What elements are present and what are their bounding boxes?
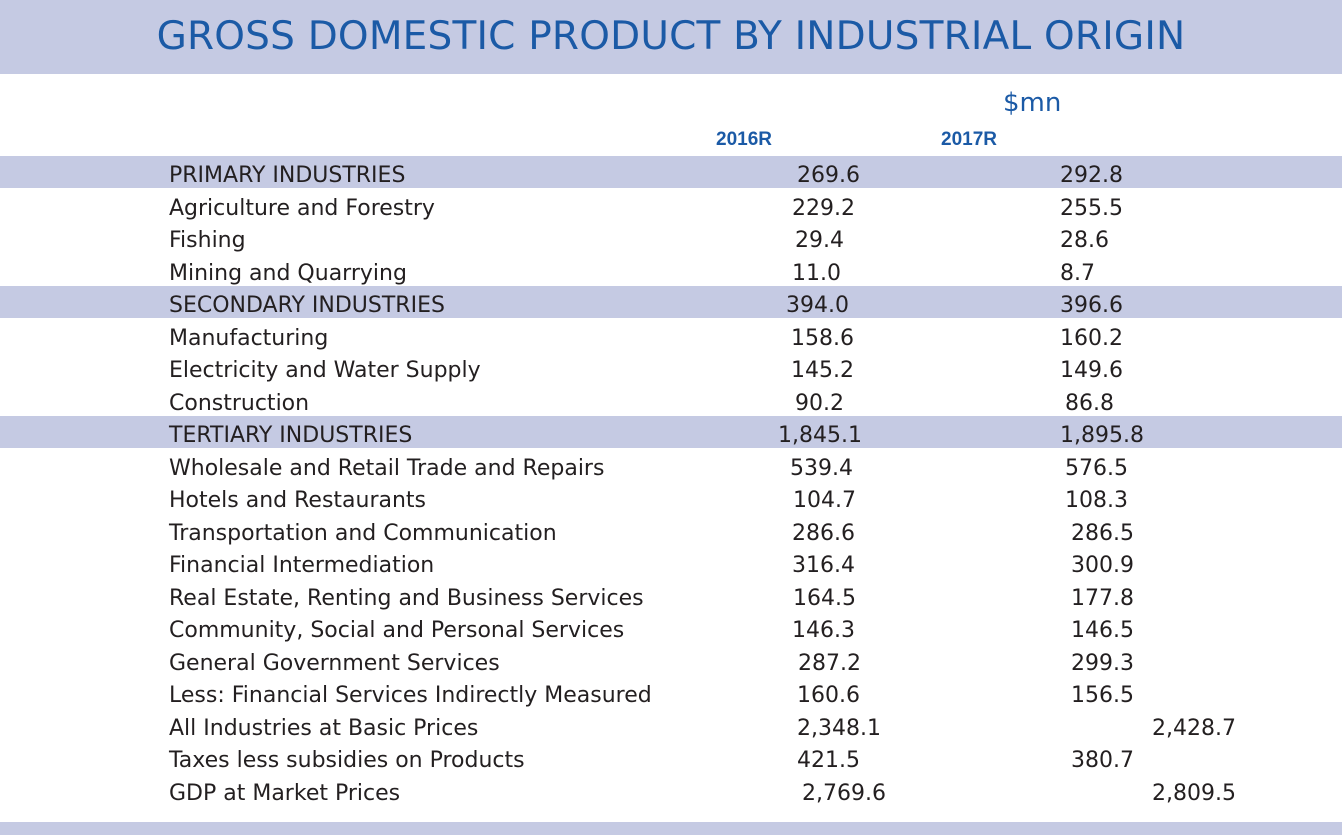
- row-label: Agriculture and Forestry: [169, 196, 435, 221]
- value-2017: 156.5: [1071, 683, 1134, 708]
- value-2016: 29.4: [795, 228, 844, 253]
- value-2016: 269.6: [797, 163, 860, 188]
- row-label: SECONDARY INDUSTRIES: [169, 293, 445, 318]
- value-2016: 287.2: [798, 651, 861, 676]
- value-2017: 292.8: [1060, 163, 1123, 188]
- table-row: TERTIARY INDUSTRIES 1,845.1 1,895.8: [0, 419, 1342, 451]
- value-2017: 86.8: [1065, 391, 1114, 416]
- table-row: Financial Intermediation 316.4 300.9: [0, 549, 1342, 581]
- bottom-band: [0, 822, 1342, 835]
- value-2017: 2,428.7: [1152, 716, 1236, 741]
- value-2017: 8.7: [1060, 261, 1095, 286]
- value-2016: 1,845.1: [778, 423, 862, 448]
- table-row: SECONDARY INDUSTRIES 394.0 396.6: [0, 289, 1342, 321]
- value-2016: 2,348.1: [797, 716, 881, 741]
- row-label: Electricity and Water Supply: [169, 358, 481, 383]
- row-label: General Government Services: [169, 651, 500, 676]
- table-row: All Industries at Basic Prices 2,348.1 2,4…: [0, 712, 1342, 744]
- table-row: Mining and Quarrying 11.0 8.7: [0, 257, 1342, 289]
- value-2016: 286.6: [792, 521, 855, 546]
- row-label: GDP at Market Prices: [169, 781, 401, 806]
- row-label: Fishing: [169, 228, 246, 253]
- table-row: Fishing 29.4 28.6: [0, 224, 1342, 256]
- value-2017: 300.9: [1071, 553, 1134, 578]
- table-row: GDP at Market Prices 2,769.6 2,809.5: [0, 777, 1342, 809]
- value-2016: 104.7: [793, 488, 856, 513]
- unit-label: $mn: [1003, 88, 1062, 118]
- table-row: Real Estate, Renting and Business Servic…: [0, 582, 1342, 614]
- table-row: PRIMARY INDUSTRIES 269.6 292.8: [0, 159, 1342, 191]
- row-label: All Industries at Basic Prices: [169, 716, 479, 741]
- row-label: PRIMARY INDUSTRIES: [169, 163, 406, 188]
- value-2016: 394.0: [786, 293, 849, 318]
- value-2016: 2,769.6: [802, 781, 886, 806]
- table-row: Electricity and Water Supply 145.2 149.6: [0, 354, 1342, 386]
- value-2016: 158.6: [791, 326, 854, 351]
- row-label: Wholesale and Retail Trade and Repairs: [169, 456, 605, 481]
- value-2016: 90.2: [795, 391, 844, 416]
- row-label: TERTIARY INDUSTRIES: [169, 423, 413, 448]
- table-row: Construction 90.2 86.8: [0, 387, 1342, 419]
- row-label: Manufacturing: [169, 326, 329, 351]
- value-2016: 229.2: [792, 196, 855, 221]
- value-2017: 28.6: [1060, 228, 1109, 253]
- section-band: [0, 286, 1342, 318]
- value-2017: 149.6: [1060, 358, 1123, 383]
- value-2017: 1,895.8: [1060, 423, 1144, 448]
- value-2016: 164.5: [793, 586, 856, 611]
- value-2017: 576.5: [1065, 456, 1128, 481]
- section-band: [0, 156, 1342, 188]
- row-label: Mining and Quarrying: [169, 261, 407, 286]
- table-row: General Government Services 287.2 299.3: [0, 647, 1342, 679]
- value-2017: 177.8: [1071, 586, 1134, 611]
- value-2017: 299.3: [1071, 651, 1134, 676]
- value-2016: 316.4: [792, 553, 855, 578]
- row-label: Real Estate, Renting and Business Servic…: [169, 586, 644, 611]
- value-2016: 146.3: [792, 618, 855, 643]
- value-2016: 11.0: [792, 261, 841, 286]
- title-band: [0, 0, 1342, 74]
- value-2017: 286.5: [1071, 521, 1134, 546]
- table-row: Hotels and Restaurants 104.7 108.3: [0, 484, 1342, 516]
- row-label: Less: Financial Services Indirectly Meas…: [169, 683, 652, 708]
- page-title: GROSS DOMESTIC PRODUCT BY INDUSTRIAL ORI…: [156, 14, 1186, 59]
- value-2017: 2,809.5: [1152, 781, 1236, 806]
- value-2017: 396.6: [1060, 293, 1123, 318]
- value-2017: 380.7: [1071, 748, 1134, 773]
- value-2016: 539.4: [790, 456, 853, 481]
- value-2017: 160.2: [1060, 326, 1123, 351]
- table-row: Agriculture and Forestry 229.2 255.5: [0, 192, 1342, 224]
- row-label: Hotels and Restaurants: [169, 488, 427, 513]
- row-label: Transportation and Communication: [169, 521, 557, 546]
- row-label: Community, Social and Personal Services: [169, 618, 625, 643]
- value-2016: 421.5: [797, 748, 860, 773]
- table-row: Community, Social and Personal Services 1…: [0, 614, 1342, 646]
- section-band: [0, 416, 1342, 448]
- row-label: Financial Intermediation: [169, 553, 435, 578]
- value-2016: 145.2: [791, 358, 854, 383]
- table-row: Wholesale and Retail Trade and Repairs 53…: [0, 452, 1342, 484]
- table-row: Manufacturing 158.6 160.2: [0, 322, 1342, 354]
- row-label: Construction: [169, 391, 310, 416]
- table-row: Transportation and Communication 286.6 286…: [0, 517, 1342, 549]
- value-2016: 160.6: [797, 683, 860, 708]
- value-2017: 108.3: [1065, 488, 1128, 513]
- table-row: Less: Financial Services Indirectly Meas…: [0, 679, 1342, 711]
- row-label: Taxes less subsidies on Products: [169, 748, 525, 773]
- value-2017: 146.5: [1071, 618, 1134, 643]
- column-header-2016: 2016R: [716, 129, 772, 150]
- table-row: Taxes less subsidies on Products 421.5 380…: [0, 744, 1342, 776]
- column-header-2017: 2017R: [941, 129, 997, 150]
- value-2017: 255.5: [1060, 196, 1123, 221]
